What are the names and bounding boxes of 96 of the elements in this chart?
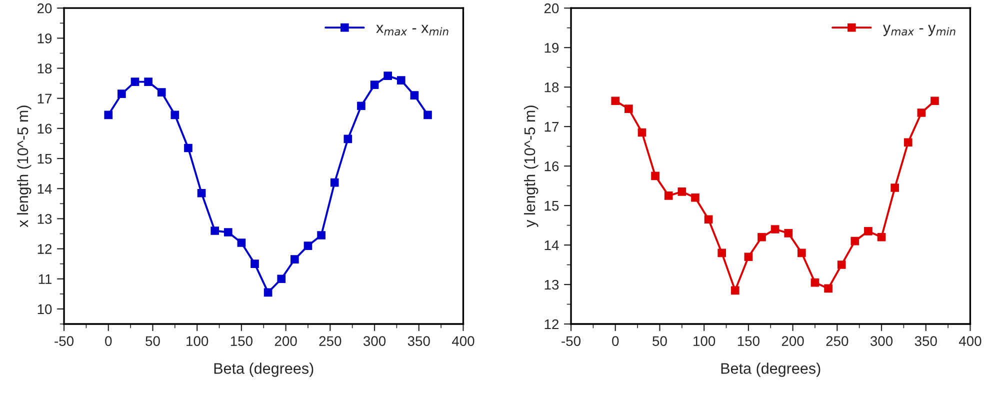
point xyxy=(264,288,272,297)
point xyxy=(877,232,886,242)
x-tick-label: 200 xyxy=(274,336,297,346)
point xyxy=(317,231,326,240)
point xyxy=(184,144,192,152)
point xyxy=(824,284,832,293)
y-tick-label: 11 xyxy=(38,274,52,284)
y-tick-label: 16 xyxy=(38,124,52,134)
y-axis-title: y length (10^-5 m) xyxy=(524,106,538,228)
point xyxy=(118,90,126,98)
point xyxy=(304,242,312,250)
point xyxy=(224,228,232,236)
point xyxy=(718,248,726,258)
y-tick-label: 19 xyxy=(38,34,52,44)
x-tick-label: 400 xyxy=(452,336,474,346)
y-tick-label: 10 xyxy=(38,304,52,314)
point xyxy=(396,76,406,84)
x-tick-label: 0 xyxy=(105,336,112,346)
y-tick-label: 19 xyxy=(544,42,559,53)
y-tick-label: 17 xyxy=(38,94,52,104)
y-tick-label: 13 xyxy=(544,280,559,290)
point xyxy=(730,286,740,295)
y-tick-label: 12 xyxy=(544,319,559,330)
point xyxy=(424,110,432,120)
point xyxy=(130,78,140,86)
x-tick-label: 300 xyxy=(363,336,386,346)
legend-label: x$_{max}$ - x$_{min}$ xyxy=(376,24,448,36)
x-tick-label: 50 xyxy=(652,336,667,346)
x-tick-label: 150 xyxy=(230,336,252,346)
x-tick-label: 100 xyxy=(694,336,716,346)
point xyxy=(624,104,633,113)
x-tick-label: 150 xyxy=(738,336,760,346)
point xyxy=(638,128,646,137)
x-axis-title: Beta (degrees) xyxy=(721,362,820,377)
point xyxy=(410,91,419,100)
point xyxy=(170,110,180,120)
point xyxy=(917,108,926,117)
y-tick-label: 14 xyxy=(38,184,52,194)
y-tick-label: 17 xyxy=(544,122,559,132)
point xyxy=(678,188,686,196)
y-tick-label: 15 xyxy=(38,154,52,164)
x-tick-label: 300 xyxy=(870,336,893,346)
point xyxy=(864,227,872,236)
point xyxy=(197,188,206,198)
point xyxy=(384,72,392,80)
legend-label: y$_{max}$ - y$_{min}$ xyxy=(883,24,956,36)
point xyxy=(157,88,166,97)
point xyxy=(770,225,780,234)
point xyxy=(237,238,246,247)
y-tick-label: 18 xyxy=(544,82,559,92)
x-tick-label: 400 xyxy=(958,336,982,346)
point xyxy=(344,134,352,144)
point xyxy=(837,260,846,269)
y-tick-label: 20 xyxy=(544,3,559,14)
x-tick-label: 350 xyxy=(408,336,430,346)
x-axis-title: Beta (degrees) xyxy=(214,362,314,377)
point xyxy=(810,278,820,287)
point xyxy=(651,172,660,180)
point xyxy=(784,229,793,238)
point xyxy=(357,102,366,110)
point xyxy=(611,96,620,106)
x-tick-label: 250 xyxy=(319,336,342,346)
x-tick-label: -50 xyxy=(562,336,581,346)
y-tick-label: 18 xyxy=(38,64,52,74)
point xyxy=(664,192,673,200)
y-tick-label: 20 xyxy=(37,3,52,14)
point xyxy=(210,226,220,235)
x-tick-label: 0 xyxy=(612,336,619,346)
y-tick-label: 12 xyxy=(38,244,52,254)
x-tick-label: 200 xyxy=(782,336,804,346)
y-tick-label: 13 xyxy=(38,214,52,224)
point xyxy=(850,236,860,246)
point xyxy=(330,178,339,187)
point xyxy=(704,215,713,224)
point xyxy=(744,252,753,262)
y-tick-label: 14 xyxy=(544,240,559,250)
x-tick-label: 250 xyxy=(826,336,848,346)
y-tick-label: 15 xyxy=(544,201,559,211)
point xyxy=(798,248,806,258)
point xyxy=(144,78,152,86)
point xyxy=(904,138,912,147)
x-tick-label: -50 xyxy=(54,336,74,346)
y-tick-label: 16 xyxy=(544,161,559,172)
x-tick-label: 50 xyxy=(146,336,160,346)
point xyxy=(930,96,939,106)
x-tick-label: 100 xyxy=(186,336,208,346)
x-tick-label: 350 xyxy=(914,336,937,346)
point xyxy=(277,274,286,284)
point xyxy=(370,80,379,89)
y-axis-title: x length (10^-5 m) xyxy=(16,106,32,228)
point xyxy=(250,260,259,268)
point xyxy=(691,193,700,202)
point xyxy=(290,255,299,264)
point xyxy=(104,110,113,120)
point xyxy=(758,232,766,242)
point xyxy=(890,184,899,192)
